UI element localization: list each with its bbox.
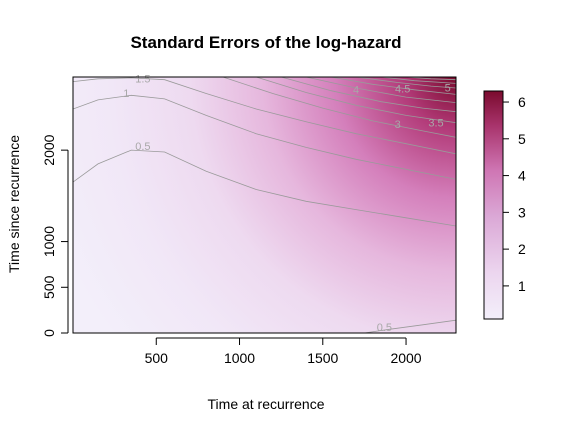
contour-lines: [73, 77, 456, 333]
chart-title: Standard Errors of the log-hazard: [130, 33, 401, 52]
colorbar-tick-label: 2: [518, 241, 526, 257]
colorbar: [483, 90, 504, 320]
contour-label: 5: [445, 83, 451, 95]
contour-line-1: [73, 94, 456, 180]
colorbar-tick-label: 3: [518, 204, 526, 220]
contour-label: 4.5: [395, 84, 410, 96]
heatmap-surface: [73, 77, 456, 333]
contour-label: 1.5: [135, 74, 150, 86]
colorbar-tick-label: 4: [518, 168, 526, 184]
contour-line-8: [356, 77, 456, 89]
y-tick-label: 1000: [41, 226, 57, 257]
contour-label: 1: [123, 88, 129, 100]
colorbar-tick-label: 5: [518, 131, 526, 147]
contour-line-2: [73, 77, 456, 155]
plot-frame: [72, 76, 457, 334]
contour-line-0: [73, 149, 456, 227]
contour-line-10: [405, 77, 456, 81]
contour-label: 3.5: [428, 117, 443, 129]
contour-label: 0.5: [135, 141, 150, 153]
contour-line-7: [331, 77, 456, 95]
x-tick-label: 2000: [390, 350, 421, 366]
colorbar-tick-label: 1: [518, 278, 526, 294]
y-tick-label: 0: [41, 329, 57, 337]
contour-label: 0.5: [377, 322, 392, 334]
x-axis: 500 1000 1500 2000: [145, 337, 422, 366]
contour-line-6: [306, 77, 456, 103]
y-axis-label: Time since recurrence: [6, 135, 22, 273]
contour-line-3: [222, 77, 456, 138]
contour-line-9: [381, 77, 456, 84]
contour-label: 4: [353, 85, 359, 97]
contour-line-11: [364, 319, 456, 333]
y-tick-label: 2000: [41, 134, 57, 165]
colorbar-ticks: 1 2 3 4 5 6: [503, 94, 526, 294]
colorbar-tick-label: 6: [518, 94, 526, 110]
y-tick-label: 500: [41, 275, 57, 299]
contour-line-4: [256, 77, 456, 124]
contour-label: 3: [395, 119, 401, 131]
x-tick-label: 1500: [307, 350, 338, 366]
x-axis-label: Time at recurrence: [208, 396, 325, 412]
contour-line-5: [281, 77, 456, 113]
x-tick-label: 1000: [224, 350, 255, 366]
y-axis: 0 500 1000 2000: [41, 134, 69, 337]
x-tick-label: 500: [145, 350, 169, 366]
